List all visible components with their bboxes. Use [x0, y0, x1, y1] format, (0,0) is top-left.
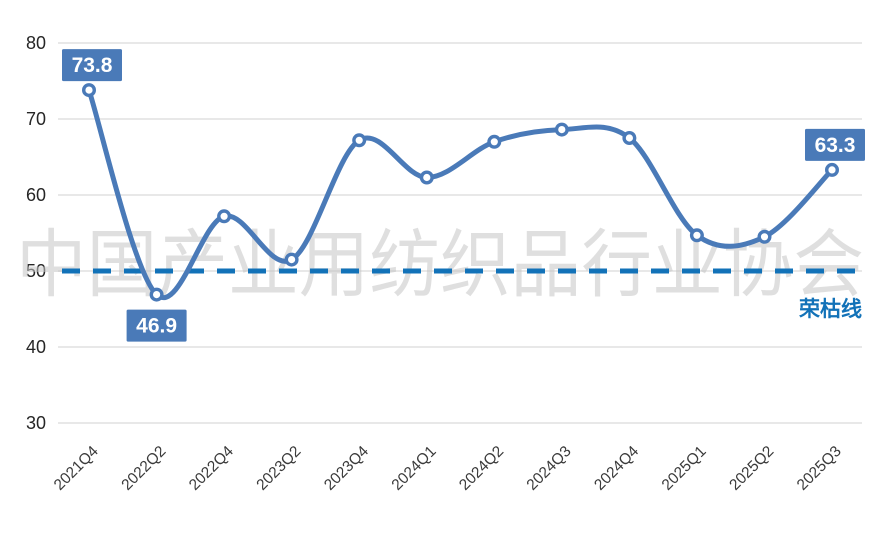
data-point-marker	[757, 229, 772, 244]
y-axis-labels: 30 40 50 60 70 80	[26, 33, 46, 433]
data-label: 73.8	[62, 49, 122, 82]
data-label-box	[126, 309, 187, 342]
data-label: 46.9	[126, 309, 187, 342]
data-point-marker	[352, 133, 367, 148]
data-point-marker	[689, 228, 704, 243]
x-tick-label: 2024Q3	[524, 443, 575, 494]
x-tick-label: 2023Q4	[321, 443, 372, 494]
data-point-marker	[217, 209, 232, 224]
x-tick-label: 2025Q3	[794, 443, 845, 494]
data-point-marker	[419, 170, 434, 185]
y-tick-label: 30	[26, 413, 46, 433]
data-point-marker	[284, 252, 299, 267]
data-point-marker	[487, 134, 502, 149]
x-axis-labels: 2021Q4 2022Q2 2022Q4 2023Q2 2023Q4 2024Q1 2024…	[51, 443, 845, 494]
x-tick-label: 2022Q2	[118, 443, 169, 494]
data-point-marker	[825, 162, 840, 177]
x-tick-label: 2024Q4	[591, 443, 642, 494]
data-label-text: 73.8	[72, 54, 113, 77]
data-point-marker	[554, 122, 569, 137]
y-tick-label: 60	[26, 185, 46, 205]
data-label-box	[805, 128, 865, 161]
x-tick-label: 2024Q2	[456, 443, 507, 494]
x-tick-label: 2022Q4	[186, 443, 237, 494]
data-point-marker	[149, 287, 164, 302]
data-point-markers	[81, 83, 840, 302]
data-label-text: 46.9	[136, 315, 177, 338]
data-label: 63.3	[805, 128, 865, 161]
x-tick-label: 2021Q4	[51, 443, 102, 494]
y-tick-label: 50	[26, 261, 46, 281]
x-tick-label: 2023Q2	[253, 443, 304, 494]
data-point-marker	[622, 130, 637, 145]
data-point-marker	[81, 83, 96, 98]
y-tick-label: 40	[26, 337, 46, 357]
y-tick-label: 80	[26, 33, 46, 53]
threshold-label: 荣枯线	[798, 297, 862, 321]
x-tick-label: 2025Q1	[659, 443, 710, 494]
data-label-box	[62, 49, 122, 82]
x-tick-label: 2024Q1	[389, 443, 440, 494]
x-tick-label: 2025Q2	[726, 443, 777, 494]
data-label-text: 63.3	[815, 134, 856, 157]
y-tick-label: 70	[26, 109, 46, 129]
